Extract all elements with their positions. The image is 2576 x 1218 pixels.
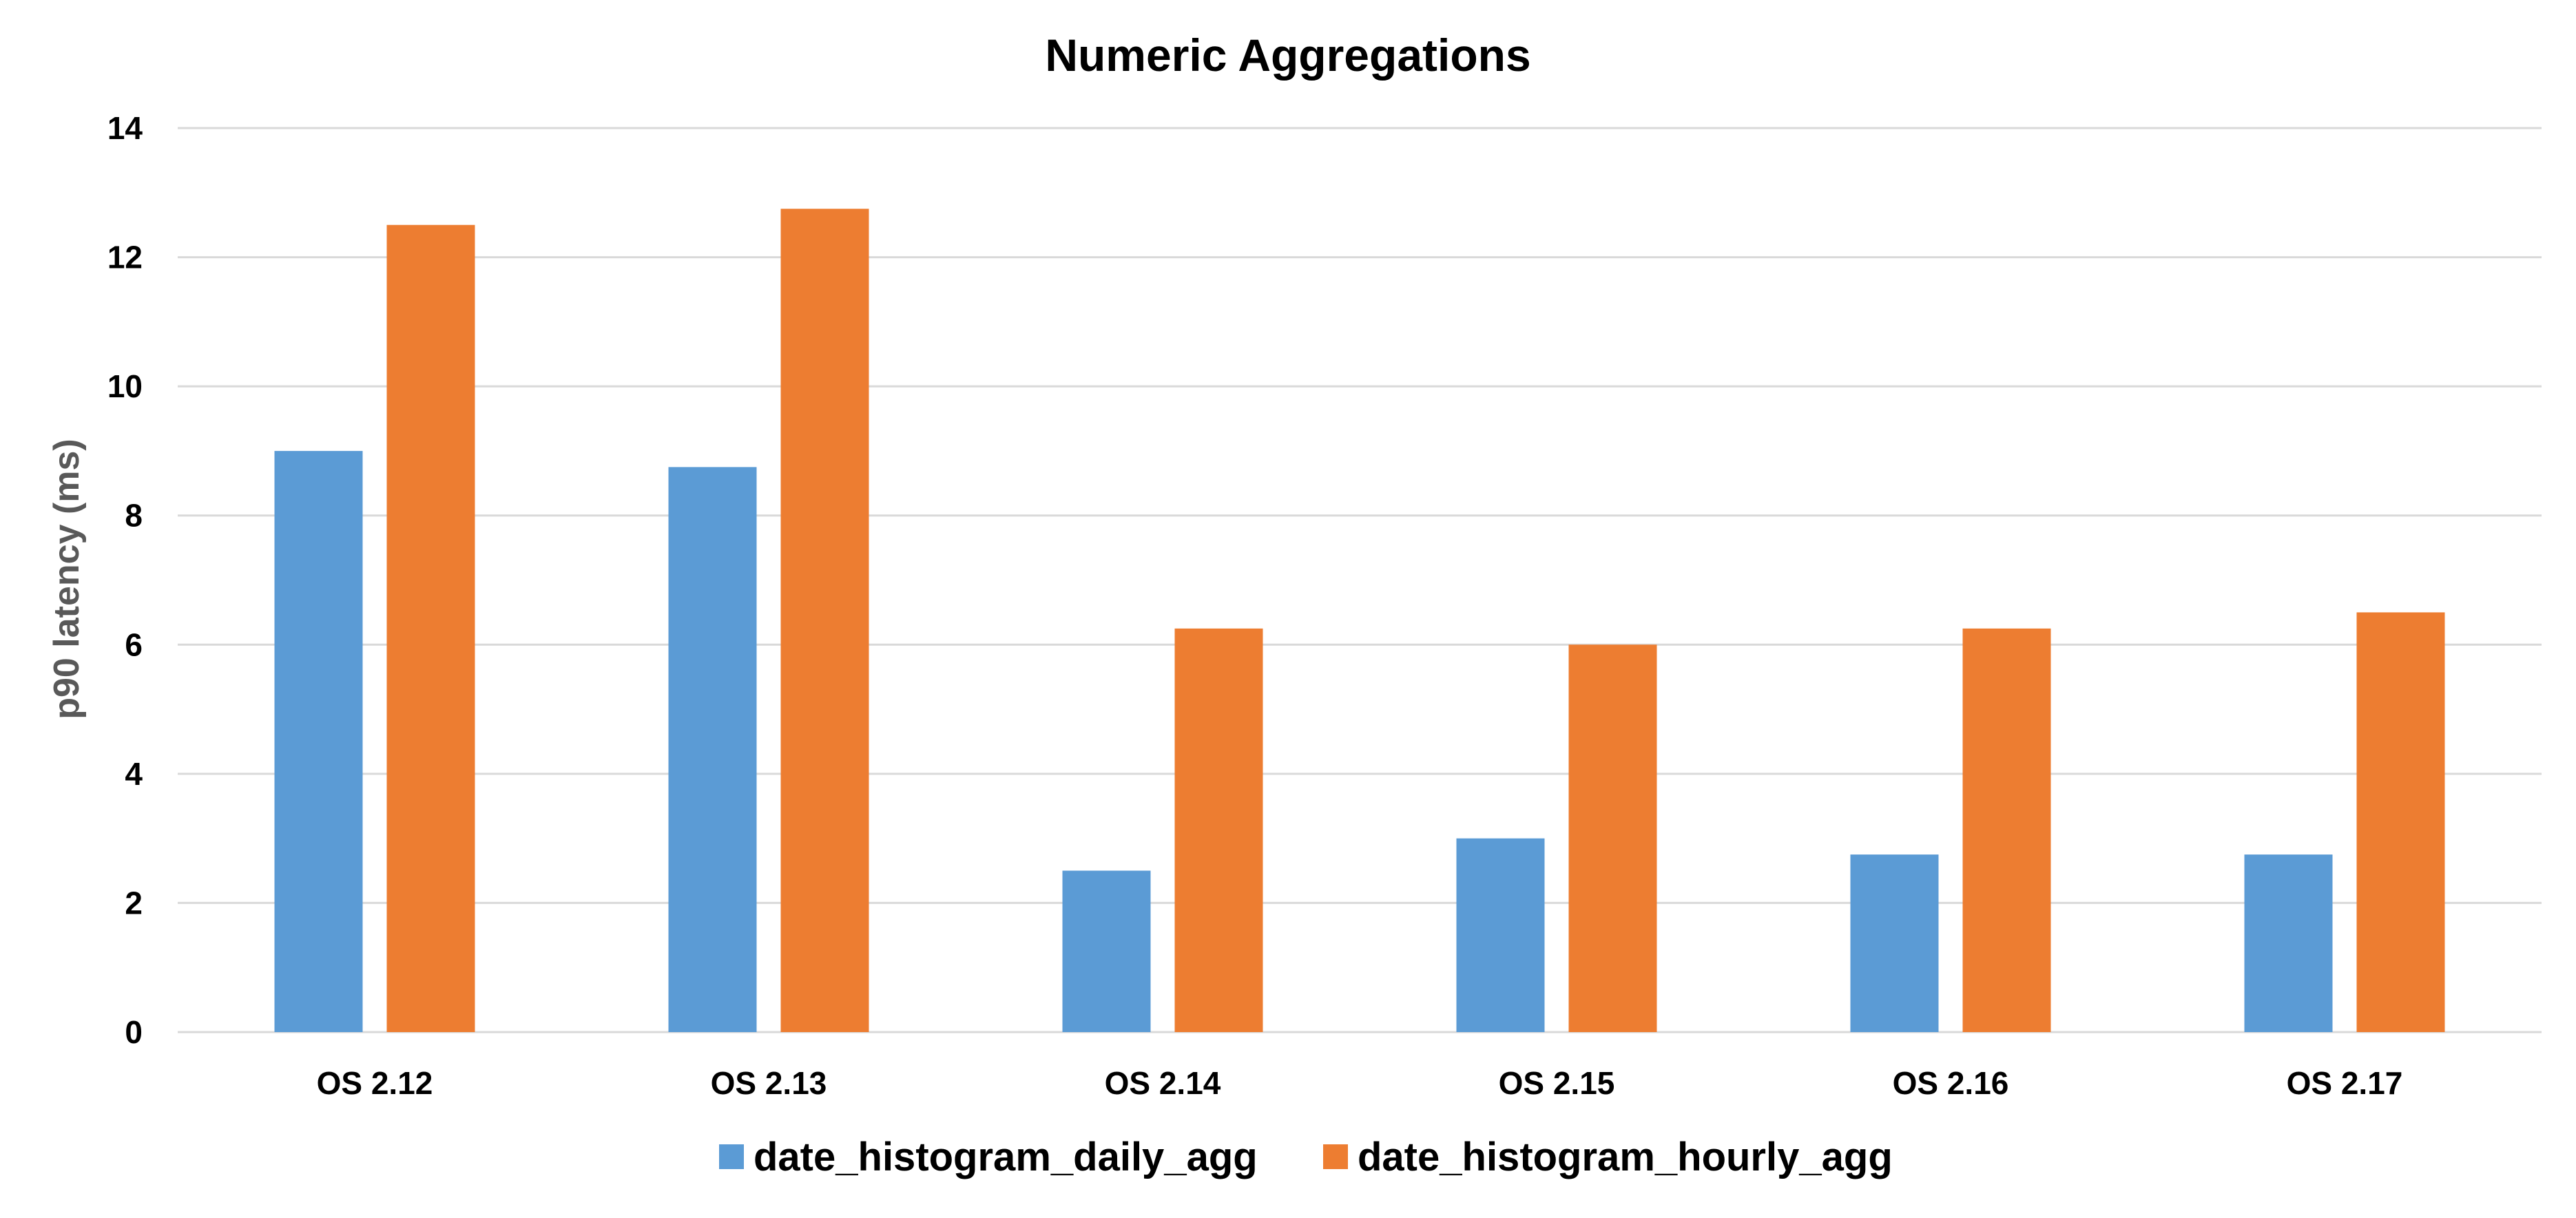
y-tick-label: 2 bbox=[125, 885, 143, 921]
legend-swatch bbox=[719, 1144, 744, 1169]
legend-label: date_histogram_hourly_agg bbox=[1358, 1135, 1893, 1179]
x-axis-ticks: OS 2.12 OS 2.13 OS 2.14 OS 2.15 OS 2.16 OS 2.… bbox=[317, 1065, 2403, 1101]
y-tick-label: 4 bbox=[125, 756, 143, 792]
bar-date-histogram-daily-agg-5 bbox=[2244, 854, 2333, 1032]
bar-date-histogram-hourly-agg-3 bbox=[1568, 644, 1657, 1032]
bar-date-histogram-hourly-agg-0 bbox=[386, 224, 475, 1032]
y-tick-label: 0 bbox=[125, 1014, 143, 1050]
bar-date-histogram-daily-agg-3 bbox=[1456, 838, 1545, 1032]
y-axis-ticks: 0 2 4 6 8 10 12 14 bbox=[107, 110, 143, 1050]
x-tick-label: OS 2.14 bbox=[1105, 1065, 1221, 1101]
x-tick-label: OS 2.16 bbox=[1893, 1065, 2009, 1101]
y-axis-title: p90 latency (ms) bbox=[47, 439, 87, 720]
y-tick-label: 8 bbox=[125, 498, 143, 534]
legend: date_histogram_daily_agg date_histogram_h… bbox=[719, 1135, 1893, 1179]
gridlines bbox=[178, 127, 2542, 1033]
y-tick-label: 12 bbox=[107, 240, 143, 275]
bar-date-histogram-hourly-agg-4 bbox=[1962, 628, 2051, 1032]
bar-date-histogram-daily-agg-2 bbox=[1062, 870, 1151, 1032]
legend-label: date_histogram_daily_agg bbox=[754, 1135, 1258, 1179]
bar-date-histogram-hourly-agg-5 bbox=[2356, 612, 2445, 1032]
y-tick-label: 6 bbox=[125, 627, 143, 662]
y-tick-label: 14 bbox=[107, 110, 143, 146]
bar-date-histogram-daily-agg-1 bbox=[668, 467, 757, 1032]
chart-title: Numeric Aggregations bbox=[1045, 30, 1530, 81]
y-tick-label: 10 bbox=[107, 368, 143, 404]
x-tick-label: OS 2.17 bbox=[2287, 1065, 2403, 1101]
legend-swatch bbox=[1323, 1144, 1348, 1169]
bars bbox=[274, 209, 2445, 1032]
x-tick-label: OS 2.12 bbox=[317, 1065, 433, 1101]
bar-date-histogram-hourly-agg-2 bbox=[1174, 628, 1263, 1032]
bar-date-histogram-daily-agg-0 bbox=[274, 450, 363, 1032]
bar-date-histogram-daily-agg-4 bbox=[1850, 854, 1939, 1032]
x-tick-label: OS 2.13 bbox=[711, 1065, 827, 1101]
x-tick-label: OS 2.15 bbox=[1499, 1065, 1615, 1101]
bar-date-histogram-hourly-agg-1 bbox=[780, 209, 869, 1032]
